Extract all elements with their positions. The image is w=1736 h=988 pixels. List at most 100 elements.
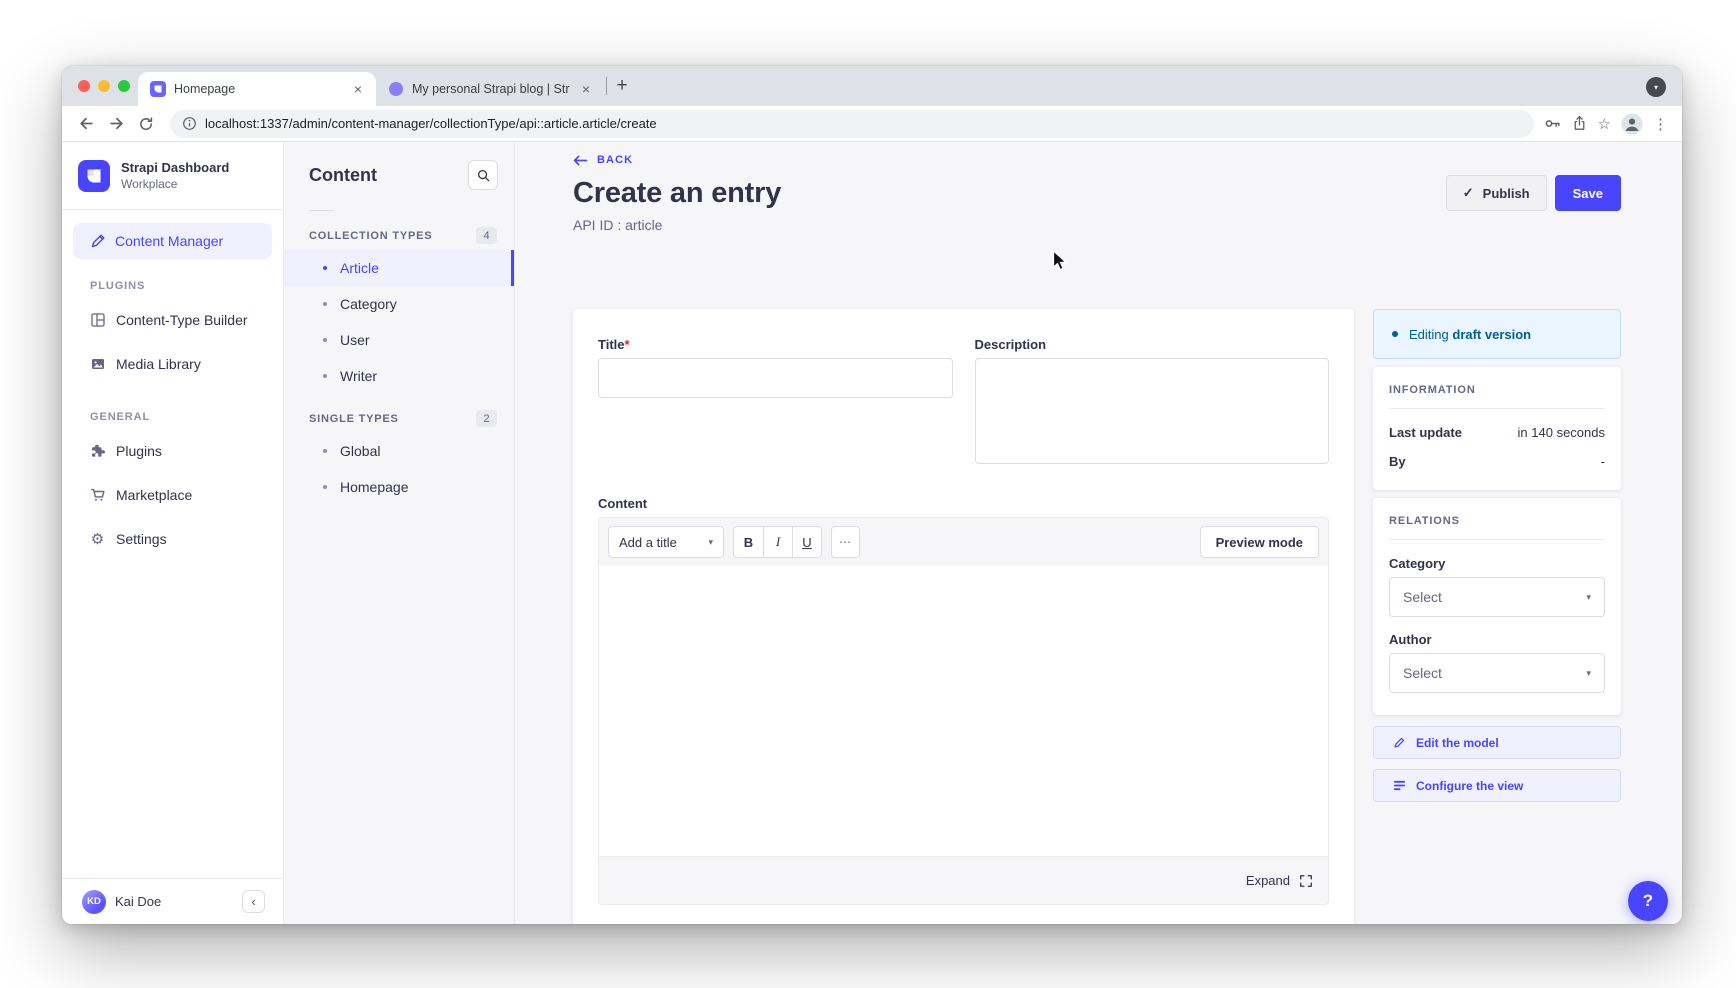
expand-label[interactable]: Expand: [1245, 873, 1290, 888]
chevron-down-icon: ▾: [1586, 591, 1591, 602]
content-label: Content: [598, 496, 648, 511]
tab-homepage[interactable]: Homepage ×: [138, 72, 376, 106]
bold-button[interactable]: B: [734, 527, 763, 557]
image-icon: [89, 356, 106, 372]
search-button[interactable]: [468, 160, 498, 190]
subnav-item-label: Homepage: [340, 479, 409, 495]
author-select[interactable]: Select ▾: [1389, 653, 1605, 693]
edit-model-button[interactable]: Edit the model: [1373, 726, 1621, 759]
share-icon[interactable]: [1571, 115, 1588, 132]
bookmark-star-icon[interactable]: ☆: [1597, 115, 1611, 133]
preview-mode-button[interactable]: Preview mode: [1199, 526, 1319, 558]
card-divider: [1389, 539, 1605, 540]
last-update-row: Last update in 140 seconds: [1389, 425, 1605, 440]
sidebar-item-media-library[interactable]: Media Library: [62, 346, 283, 382]
close-window-button[interactable]: [78, 80, 90, 92]
tab-title: Homepage: [174, 82, 236, 96]
subnav-item-label: Writer: [340, 368, 378, 384]
heading-select[interactable]: Add a title ▾: [608, 526, 724, 558]
title-input[interactable]: [598, 358, 953, 398]
puzzle-icon: [89, 443, 106, 459]
subnav-divider: [309, 210, 333, 211]
underline-button[interactable]: U: [792, 527, 821, 557]
close-tab-icon[interactable]: ×: [353, 81, 362, 97]
subnav-item-writer[interactable]: Writer: [284, 358, 514, 394]
subnav-item-label: Category: [340, 296, 397, 312]
tab-strip: Homepage × My personal Strapi blog | Str…: [62, 66, 1682, 106]
browser-menu-icon[interactable]: ⋮: [1653, 115, 1668, 133]
sidebar-item-plugins[interactable]: Plugins: [62, 433, 283, 469]
more-options-button[interactable]: ⋯: [831, 526, 860, 558]
app-name: Strapi Dashboard: [121, 160, 230, 176]
workspace-switcher[interactable]: Strapi Dashboard Workplace: [62, 142, 283, 209]
category-select-value: Select: [1403, 589, 1442, 605]
expand-icon[interactable]: [1299, 874, 1313, 888]
subnav-item-user[interactable]: User: [284, 322, 514, 358]
subnav-item-homepage[interactable]: Homepage: [284, 469, 514, 505]
profile-caret-icon: ▾: [1653, 82, 1658, 92]
configure-view-button[interactable]: Configure the view: [1373, 769, 1621, 802]
sidebar-item-marketplace[interactable]: Marketplace: [62, 477, 283, 513]
section-label: SINGLE TYPES: [309, 412, 399, 425]
entry-form-card: Title* Description Content Add a title: [573, 309, 1354, 924]
section-label: COLLECTION TYPES: [309, 229, 433, 242]
password-key-icon[interactable]: [1544, 115, 1561, 132]
minimize-window-button[interactable]: [98, 80, 110, 92]
sidebar-item-content-type-builder[interactable]: Content-Type Builder: [62, 302, 283, 338]
heading-select-value: Add a title: [619, 534, 677, 550]
subnav-item-article[interactable]: Article: [284, 250, 514, 286]
sidebar-item-settings[interactable]: ⚙ Settings: [62, 521, 283, 557]
tab-strapi-blog[interactable]: My personal Strapi blog | Strap ×: [376, 72, 604, 106]
forward-button[interactable]: [102, 110, 130, 138]
collapse-sidebar-button[interactable]: ‹: [242, 890, 265, 913]
header-actions: ✓ Publish Save: [1445, 175, 1621, 211]
italic-button[interactable]: I: [763, 527, 792, 557]
editor-toolbar: Add a title ▾ B I U ⋯ Preview mode: [599, 518, 1328, 566]
subnav-item-category[interactable]: Category: [284, 286, 514, 322]
help-button[interactable]: ?: [1628, 881, 1668, 921]
user-avatar[interactable]: KD: [82, 889, 106, 914]
description-textarea[interactable]: [974, 358, 1329, 464]
user-name[interactable]: Kai Doe: [115, 894, 162, 909]
publish-label: Publish: [1482, 185, 1530, 201]
sidebar-divider: [62, 209, 283, 210]
back-button[interactable]: [72, 110, 100, 138]
back-arrow-icon: [573, 155, 588, 165]
sidebar-item-content-manager[interactable]: Content Manager: [73, 223, 272, 259]
save-button[interactable]: Save: [1554, 175, 1621, 211]
by-value: -: [1600, 454, 1605, 469]
tab-title: My personal Strapi blog | Strap: [412, 82, 570, 96]
pencil-icon: [1394, 737, 1405, 748]
new-tab-button[interactable]: +: [616, 75, 628, 96]
back-link[interactable]: BACK: [573, 154, 633, 166]
toolbar-right-icons: ☆ ⋮: [1544, 113, 1672, 135]
workspace-labels: Strapi Dashboard Workplace: [121, 160, 229, 191]
chevron-down-icon: ▾: [708, 536, 713, 547]
gear-icon: ⚙: [90, 530, 105, 548]
by-row: By -: [1389, 454, 1605, 469]
configure-lines-icon: [1393, 780, 1406, 791]
strapi-logo: [78, 160, 110, 192]
last-update-label: Last update: [1389, 425, 1462, 440]
site-info-icon[interactable]: [182, 116, 197, 131]
main-content: BACK Create an entry ✓ Publish Save API …: [515, 142, 1682, 924]
description-label: Description: [974, 337, 1047, 352]
tab-search-button[interactable]: ▾: [1646, 77, 1666, 97]
publish-button[interactable]: ✓ Publish: [1445, 175, 1547, 211]
author-field: Author Select ▾: [1389, 632, 1605, 693]
close-tab-icon[interactable]: ×: [581, 81, 590, 97]
cart-icon: [89, 487, 106, 503]
sidebar-item-label: Marketplace: [116, 487, 193, 503]
single-types-header: SINGLE TYPES 2: [284, 410, 514, 427]
count-badge: 4: [476, 227, 497, 244]
reload-button[interactable]: [132, 110, 160, 138]
user-avatar-icon[interactable]: [1621, 113, 1643, 135]
editor-text-area[interactable]: [599, 566, 1328, 856]
configure-view-label: Configure the view: [1416, 778, 1524, 793]
category-select[interactable]: Select ▾: [1389, 577, 1605, 617]
address-bar[interactable]: localhost:1337/admin/content-manager/col…: [170, 109, 1534, 138]
zoom-window-button[interactable]: [118, 80, 130, 92]
subnav-item-global[interactable]: Global: [284, 433, 514, 469]
subnav-item-label: Article: [340, 260, 379, 276]
